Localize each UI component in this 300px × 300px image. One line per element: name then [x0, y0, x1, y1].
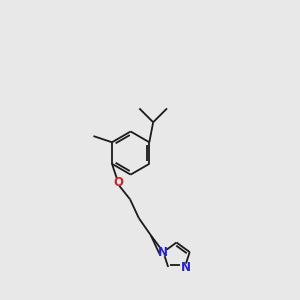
Text: N: N: [180, 261, 190, 274]
Text: O: O: [113, 176, 123, 189]
Text: N: N: [158, 246, 168, 259]
